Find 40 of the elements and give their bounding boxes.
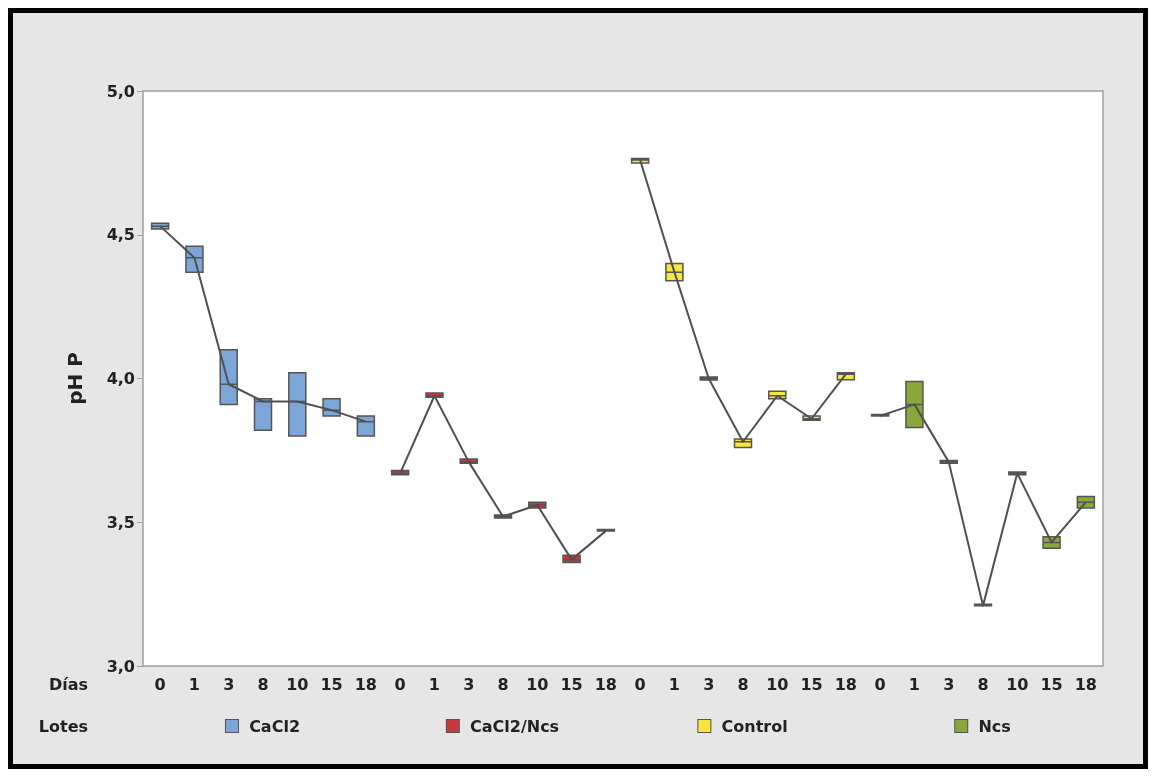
x-tick-label: 1	[428, 674, 440, 694]
x-tick-label: 1	[668, 674, 680, 694]
legend-label: CaCl2	[249, 716, 301, 736]
x-tick-label: 8	[497, 674, 509, 694]
y-tick-label: 5,0	[106, 81, 135, 101]
legend-label: Control	[721, 716, 788, 736]
x-tick-label: 15	[320, 674, 343, 694]
x-tick-label: 8	[257, 674, 269, 694]
x-tick-label: 8	[737, 674, 749, 694]
y-tick-label: 3,5	[106, 512, 135, 532]
x-tick-label: 8	[977, 674, 989, 694]
legend-label: Ncs	[978, 716, 1011, 736]
x-tick-label: 1	[188, 674, 200, 694]
legend-title: Lotes	[38, 716, 89, 736]
y-tick-label: 4,0	[106, 369, 135, 388]
x-tick-label: 15	[1040, 674, 1063, 694]
x-tick-label: 3	[463, 674, 475, 694]
x-tick-label: 3	[703, 674, 715, 694]
legend-label: CaCl2/Ncs	[470, 716, 560, 736]
x-tick-label: 3	[943, 674, 955, 694]
x-tick-label: 0	[874, 674, 886, 694]
x-tick-label: 0	[394, 674, 406, 694]
x-tick-label: 18	[594, 674, 617, 694]
y-tick-label: 3,0	[106, 656, 135, 676]
y-tick-label: 4,5	[106, 225, 135, 245]
x-tick-label: 18	[1074, 674, 1097, 694]
x-tick-label: 10	[286, 674, 309, 694]
y-axis-title: pH P	[63, 352, 87, 405]
x-tick-label: 1	[908, 674, 920, 694]
x-tick-label: 10	[526, 674, 549, 694]
x-tick-label: 3	[223, 674, 235, 694]
x-tick-label: 18	[354, 674, 377, 694]
x-tick-label: 15	[560, 674, 583, 694]
x-tick-label: 18	[834, 674, 857, 694]
x-tick-label: 15	[800, 674, 823, 694]
x-tick-label: 0	[634, 674, 646, 694]
x-axis-title: Días	[48, 674, 89, 694]
x-tick-label: 0	[154, 674, 166, 694]
x-tick-label: 10	[766, 674, 789, 694]
x-tick-label: 10	[1006, 674, 1029, 694]
